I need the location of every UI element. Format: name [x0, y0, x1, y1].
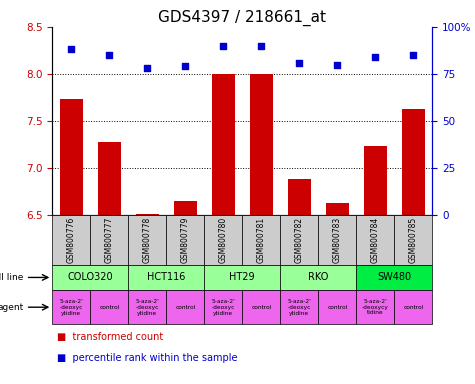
- Text: GSM800782: GSM800782: [295, 217, 304, 263]
- Bar: [212, 74, 235, 215]
- Bar: [280, 265, 356, 290]
- Text: 5-aza-2'
-deoxyc
ytidine: 5-aza-2' -deoxyc ytidine: [287, 299, 311, 316]
- Point: [257, 43, 265, 49]
- Bar: [204, 215, 242, 265]
- Bar: [356, 265, 432, 290]
- Title: GDS4397 / 218661_at: GDS4397 / 218661_at: [158, 9, 326, 25]
- Point: [219, 43, 227, 49]
- Text: HT29: HT29: [229, 272, 255, 283]
- Bar: [90, 215, 128, 265]
- Point: [181, 63, 189, 70]
- Text: 5-aza-2'
-deoxycy
tidine: 5-aza-2' -deoxycy tidine: [362, 299, 389, 316]
- Bar: [174, 201, 197, 215]
- Text: cell line: cell line: [0, 273, 24, 282]
- Bar: [326, 203, 349, 215]
- Point: [371, 54, 379, 60]
- Bar: [250, 74, 273, 215]
- Bar: [166, 290, 204, 324]
- Text: SW480: SW480: [377, 272, 411, 283]
- Text: control: control: [403, 305, 423, 310]
- Bar: [288, 179, 311, 215]
- Bar: [204, 265, 280, 290]
- Bar: [52, 290, 90, 324]
- Point: [105, 52, 113, 58]
- Bar: [98, 142, 121, 215]
- Point: [333, 61, 341, 68]
- Bar: [52, 265, 128, 290]
- Text: GSM800780: GSM800780: [219, 217, 228, 263]
- Bar: [280, 290, 318, 324]
- Bar: [128, 265, 204, 290]
- Bar: [128, 215, 166, 265]
- Text: control: control: [175, 305, 195, 310]
- Point: [67, 46, 75, 53]
- Text: control: control: [251, 305, 271, 310]
- Bar: [128, 290, 166, 324]
- Text: 5-aza-2'
-deoxyc
ytidine: 5-aza-2' -deoxyc ytidine: [135, 299, 159, 316]
- Text: GSM800779: GSM800779: [181, 217, 190, 263]
- Bar: [356, 215, 394, 265]
- Bar: [52, 215, 90, 265]
- Point: [295, 60, 303, 66]
- Text: GSM800783: GSM800783: [333, 217, 342, 263]
- Point: [409, 52, 417, 58]
- Text: control: control: [99, 305, 119, 310]
- Text: RKO: RKO: [308, 272, 328, 283]
- Bar: [394, 215, 432, 265]
- Point: [143, 65, 151, 71]
- Text: control: control: [327, 305, 347, 310]
- Text: COLO320: COLO320: [67, 272, 113, 283]
- Text: GSM800785: GSM800785: [409, 217, 418, 263]
- Bar: [204, 290, 242, 324]
- Bar: [242, 215, 280, 265]
- Bar: [402, 109, 425, 215]
- Bar: [318, 215, 356, 265]
- Bar: [90, 290, 128, 324]
- Text: GSM800778: GSM800778: [143, 217, 152, 263]
- Bar: [318, 290, 356, 324]
- Bar: [356, 290, 394, 324]
- Text: GSM800776: GSM800776: [67, 217, 76, 263]
- Text: GSM800777: GSM800777: [105, 217, 114, 263]
- Text: HCT116: HCT116: [147, 272, 185, 283]
- Text: 5-aza-2'
-deoxyc
ytidine: 5-aza-2' -deoxyc ytidine: [211, 299, 235, 316]
- Text: ■  percentile rank within the sample: ■ percentile rank within the sample: [57, 353, 238, 363]
- Text: GSM800784: GSM800784: [371, 217, 380, 263]
- Bar: [166, 215, 204, 265]
- Text: agent: agent: [0, 303, 24, 312]
- Bar: [136, 214, 159, 215]
- Text: ■  transformed count: ■ transformed count: [57, 332, 163, 342]
- Bar: [60, 99, 83, 215]
- Bar: [394, 290, 432, 324]
- Bar: [242, 290, 280, 324]
- Text: 5-aza-2'
-deoxyc
ytidine: 5-aza-2' -deoxyc ytidine: [59, 299, 83, 316]
- Text: GSM800781: GSM800781: [257, 217, 266, 263]
- Bar: [280, 215, 318, 265]
- Bar: [364, 146, 387, 215]
